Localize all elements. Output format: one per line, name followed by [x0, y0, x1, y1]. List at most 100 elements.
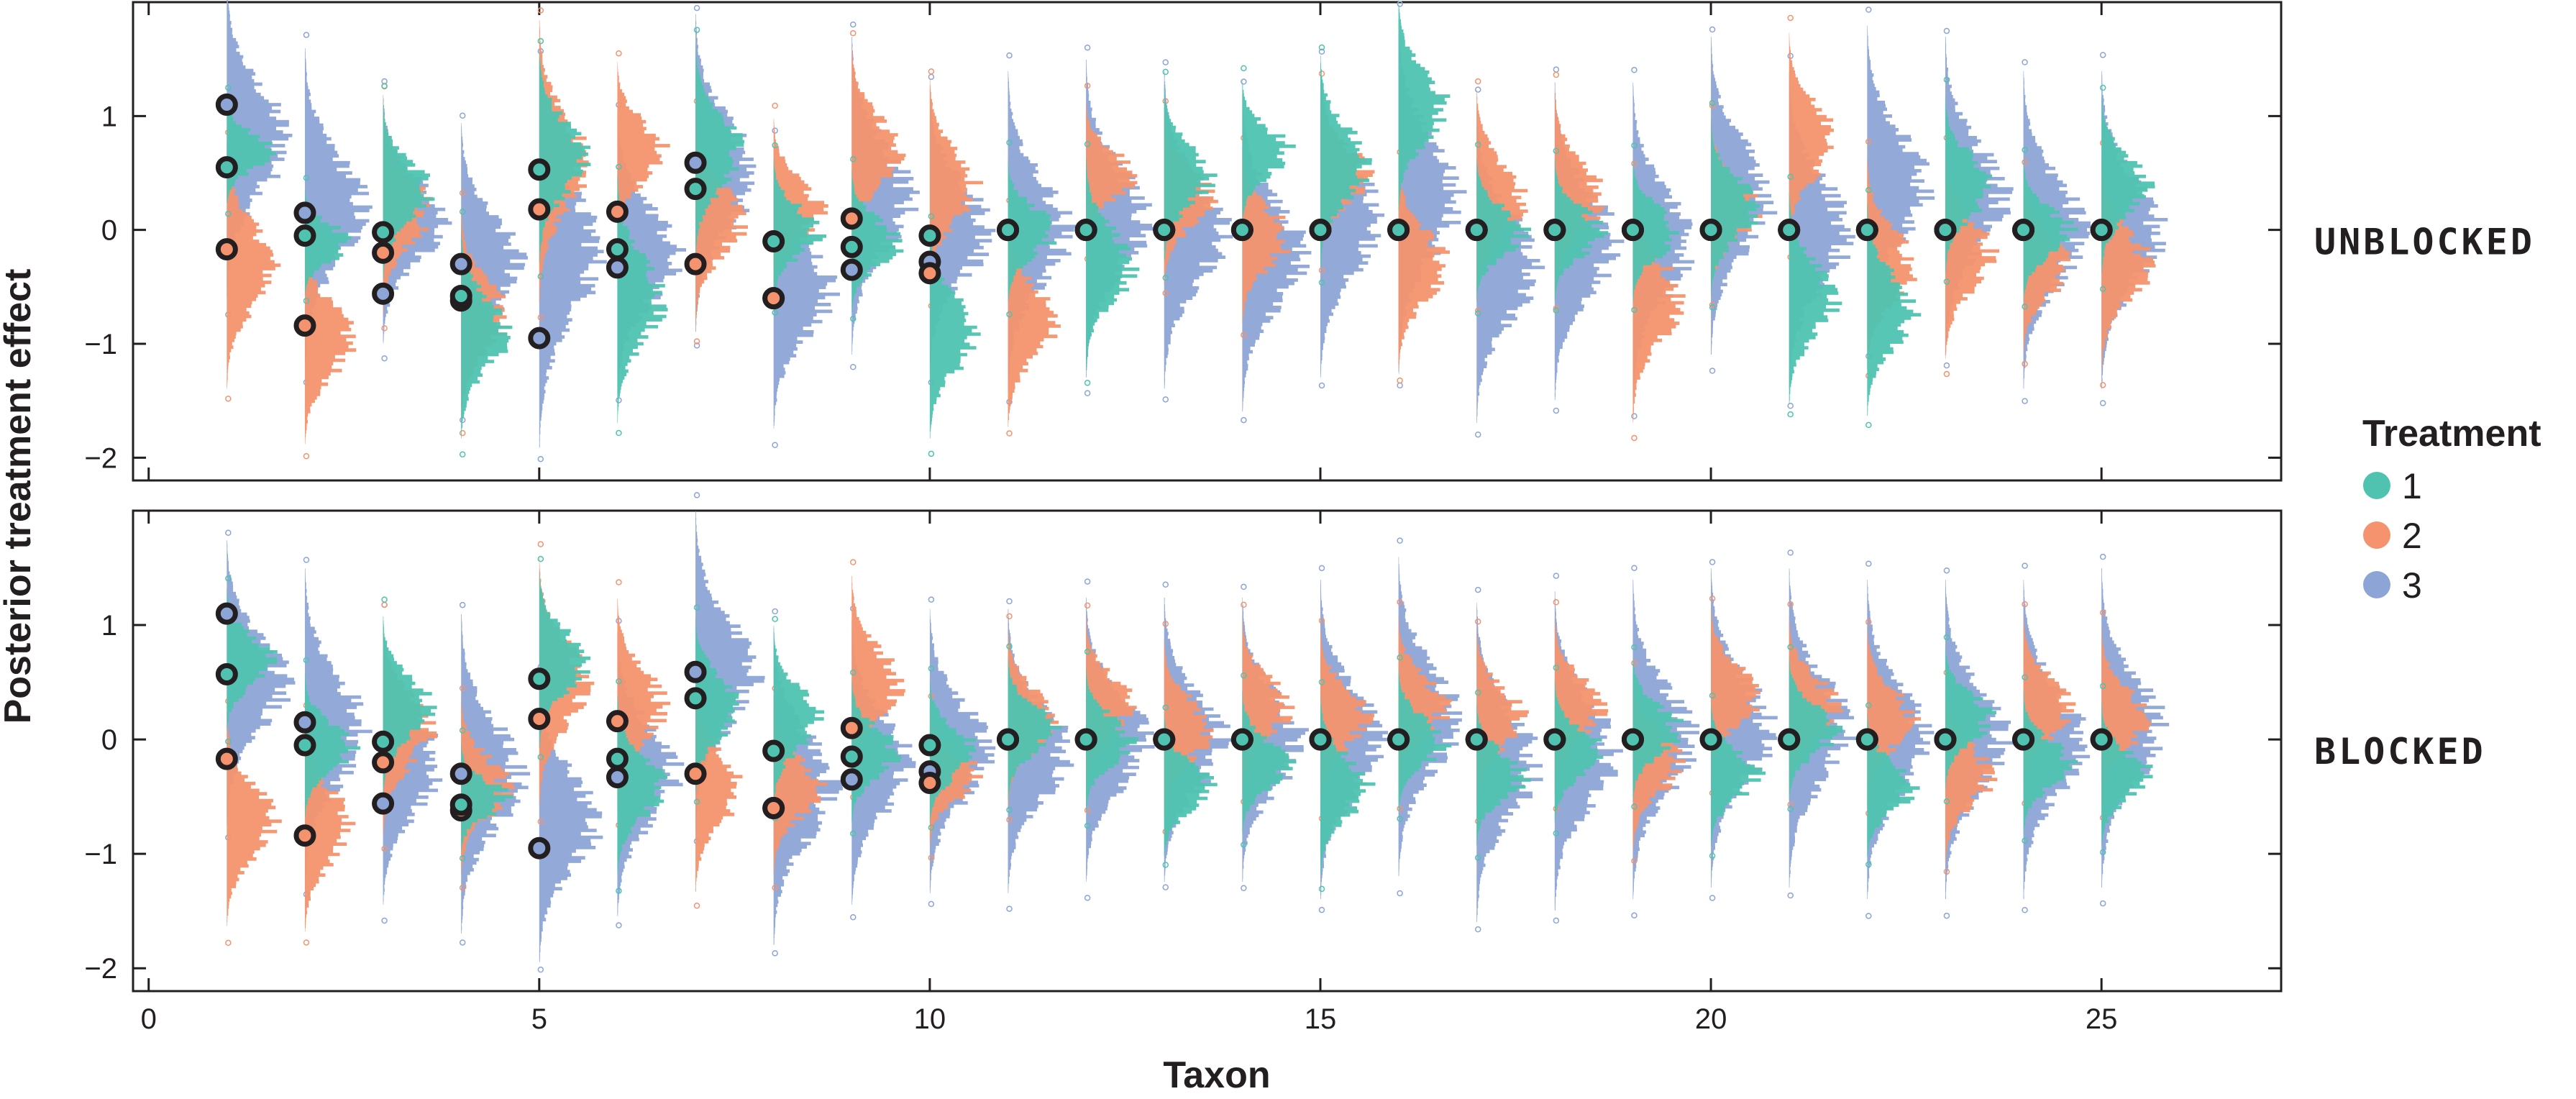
taxon-8-group: [762, 608, 843, 957]
tail-point: [1084, 807, 1091, 813]
panel-frame: [132, 509, 2283, 993]
posterior-density-taxon-22-treatment-1: [1867, 204, 1922, 416]
true-effect-taxon-5-treatment-1: [528, 667, 551, 690]
tail-point: [1943, 912, 1950, 919]
posterior-density-taxon-1-treatment-1: [227, 588, 278, 733]
tail-point: [616, 678, 622, 685]
tail-point: [1631, 660, 1638, 667]
tail-point: [1474, 141, 1481, 148]
taxon-19-group: [1621, 565, 1700, 918]
y-tick-label: −1: [84, 839, 117, 870]
posterior-density-taxon-16-treatment-2: [1398, 616, 1452, 795]
true-effect-taxon-10-treatment-1: [918, 224, 941, 247]
tail-point: [772, 950, 778, 957]
posterior-density-taxon-7-treatment-2: [695, 678, 743, 892]
tail-point: [1318, 44, 1325, 51]
tail-point: [381, 601, 388, 608]
tail-point: [1162, 704, 1169, 711]
taxon-21-group: [1778, 14, 1855, 418]
taxon-13-group: [1153, 581, 1231, 890]
tail-point: [381, 917, 388, 924]
true-effect-taxon-3-treatment-3: [372, 792, 395, 815]
true-effect-taxon-10-treatment-2: [918, 262, 941, 285]
true-effect-taxon-1-treatment-1: [215, 662, 238, 685]
tail-point: [1474, 618, 1481, 625]
tail-point: [1631, 306, 1638, 314]
tail-point: [1631, 912, 1638, 918]
tail-point: [1006, 643, 1013, 649]
taxon-7-group: [684, 4, 757, 349]
tail-point: [1084, 44, 1091, 51]
tail-point: [1709, 102, 1716, 109]
posterior-density-taxon-1-treatment-2: [227, 713, 282, 926]
legend-swatch-1: [2363, 472, 2390, 499]
tail-point: [1474, 854, 1481, 861]
tail-point: [1241, 842, 1247, 848]
true-effect-taxon-9-treatment-3: [840, 768, 863, 791]
tail-point: [1553, 665, 1560, 671]
y-tick-label: 0: [101, 724, 117, 756]
tail-point: [1006, 806, 1013, 813]
tail-point: [1709, 368, 1716, 374]
tail-point: [850, 913, 857, 921]
x-tick-label: 25: [2086, 1003, 2118, 1035]
tail-point: [2022, 398, 2028, 404]
tail-point: [1553, 147, 1560, 154]
tail-point: [772, 884, 778, 891]
tail-point: [381, 845, 388, 852]
tail-point: [616, 888, 622, 894]
true-effect-taxon-2-treatment-1: [293, 224, 316, 247]
posterior-density-taxon-21-treatment-1: [1789, 192, 1842, 404]
posterior-density-taxon-20-treatment-1: [1711, 703, 1766, 847]
tail-point: [2022, 601, 2028, 608]
true-effect-taxon-4-treatment-1: [449, 793, 472, 816]
x-axis-title: Taxon: [1163, 1054, 1270, 1096]
true-effect-taxon-19-treatment-1: [1621, 728, 1644, 751]
tail-point: [1241, 583, 1247, 590]
tail-point: [1241, 78, 1247, 85]
taxon-12-group: [1074, 44, 1154, 396]
tail-point: [1084, 822, 1091, 829]
tail-point: [1241, 885, 1247, 892]
posterior-density-taxon-21-treatment-2: [1789, 32, 1834, 245]
tail-point: [1318, 565, 1325, 572]
taxon-10-group: [918, 596, 996, 908]
true-effect-taxon-6-treatment-2: [606, 200, 629, 223]
true-effect-taxon-25-treatment-1: [2090, 728, 2113, 751]
tail-point: [2022, 674, 2028, 680]
x-tick-label: 10: [914, 1003, 946, 1035]
taxon-23-group: [1934, 27, 2014, 378]
posterior-density-taxon-19-treatment-1: [1632, 159, 1679, 303]
tail-point: [1787, 806, 1794, 813]
tail-point: [1553, 830, 1560, 836]
true-effect-taxon-8-treatment-2: [762, 287, 785, 310]
tail-point: [1397, 382, 1403, 389]
tail-point: [1709, 852, 1716, 859]
panel-blocked: −2 −1 0 1 BLOCKED: [84, 492, 2483, 993]
tail-point: [1474, 689, 1481, 696]
posterior-density-taxon-17-treatment-1: [1476, 703, 1531, 847]
true-effect-taxon-13-treatment-1: [1153, 219, 1176, 242]
tail-point: [1397, 890, 1403, 897]
tail-point: [1162, 275, 1169, 281]
posterior-density-taxon-13-treatment-3: [1164, 70, 1233, 389]
tail-point: [1474, 926, 1481, 933]
legend-swatch-2: [2363, 521, 2390, 549]
tail-point: [850, 830, 857, 837]
true-effect-taxon-5-treatment-1: [528, 158, 551, 181]
tail-point: [1865, 138, 1872, 145]
tail-point: [225, 939, 232, 947]
posterior-density-taxon-11-treatment-1: [1008, 657, 1062, 801]
tail-point: [459, 112, 466, 119]
tail-point: [1787, 411, 1794, 418]
posterior-density-taxon-21-treatment-1: [1789, 657, 1843, 801]
posterior-density-taxon-2-treatment-2: [304, 719, 356, 932]
true-effect-taxon-7-treatment-2: [684, 252, 707, 275]
posterior-density-taxon-9-treatment-3: [851, 37, 920, 355]
tail-point: [537, 818, 544, 825]
true-effect-taxon-6-treatment-1: [606, 238, 629, 261]
tail-point: [1943, 567, 1950, 574]
true-effect-taxon-10-treatment-1: [918, 734, 941, 757]
taxon-24-group: [2012, 59, 2091, 404]
tail-point: [1865, 861, 1872, 868]
